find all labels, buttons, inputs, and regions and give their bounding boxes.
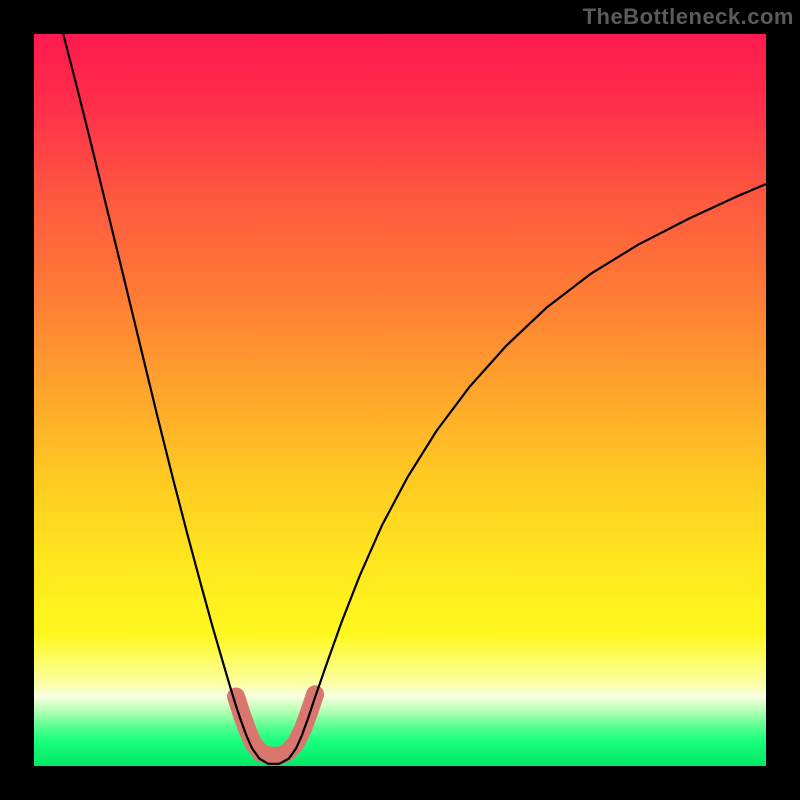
chart-background <box>34 34 766 766</box>
chart-svg <box>34 34 766 766</box>
bottleneck-chart <box>34 34 766 766</box>
watermark-text: TheBottleneck.com <box>583 4 794 30</box>
